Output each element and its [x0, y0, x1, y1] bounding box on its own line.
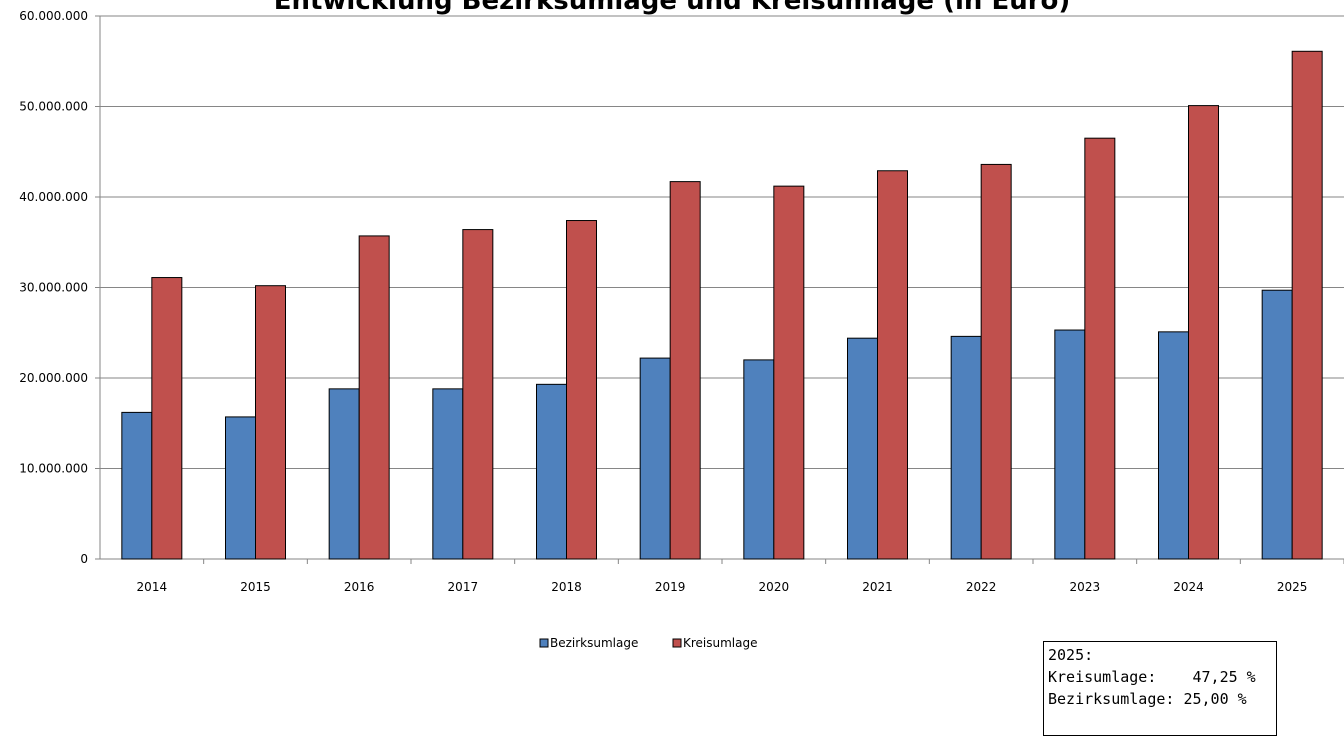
bar-bezirksumlage-2016: [328, 388, 360, 560]
bar-bezirksumlage-2017: [432, 388, 464, 560]
x-tick-label: 2023: [1070, 580, 1101, 594]
bar-bezirksumlage-2021: [847, 337, 878, 560]
info-value: 47,25 %: [1192, 668, 1256, 686]
bar-kreisumlage-2024: [1188, 105, 1219, 560]
y-tick-label: 50.000.000: [19, 100, 88, 114]
legend-swatch-bezirksumlage: [539, 638, 549, 648]
x-tick-label: 2021: [862, 580, 893, 594]
bar-bezirksumlage-2014: [121, 411, 153, 560]
y-tick-label: 30.000.000: [19, 281, 88, 295]
bar-bezirksumlage-2023: [1054, 329, 1086, 560]
bar-bezirksumlage-2015: [225, 416, 256, 560]
x-tick-label: 2018: [551, 580, 582, 594]
bar-kreisumlage-2021: [877, 170, 908, 560]
x-tick-label: 2020: [759, 580, 790, 594]
bar-bezirksumlage-2025: [1261, 289, 1293, 560]
x-tick-label: 2015: [240, 580, 271, 594]
legend-label-bezirksumlage: Bezirksumlage: [550, 636, 638, 650]
y-tick-label: 40.000.000: [19, 190, 88, 204]
info-value: 25,00 %: [1183, 690, 1247, 708]
bar-kreisumlage-2020: [773, 185, 805, 560]
y-tick-label: 10.000.000: [19, 462, 88, 476]
bar-bezirksumlage-2019: [639, 357, 671, 560]
x-tick-label: 2017: [448, 580, 479, 594]
bar-bezirksumlage-2020: [743, 359, 775, 560]
bar-kreisumlage-2022: [980, 163, 1012, 560]
info-row-kreisumlage: Kreisumlage: 47,25 %: [1048, 666, 1272, 688]
info-box: 2025: Kreisumlage: 47,25 % Bezirksumlage…: [1043, 641, 1277, 736]
chart-title: Entwicklung Bezirksumlage und Kreisumlag…: [273, 0, 1071, 16]
info-label: Bezirksumlage:: [1048, 690, 1175, 708]
y-tick-label: 60.000.000: [19, 9, 88, 23]
bar-kreisumlage-2025: [1291, 50, 1323, 560]
bar-kreisumlage-2015: [255, 285, 286, 560]
bar-kreisumlage-2018: [566, 220, 597, 560]
legend-label-kreisumlage: Kreisumlage: [683, 636, 758, 650]
legend-swatch-kreisumlage: [672, 638, 682, 648]
info-heading: 2025:: [1048, 646, 1094, 664]
bar-kreisumlage-2023: [1084, 137, 1116, 560]
x-tick-label: 2014: [137, 580, 168, 594]
bar-kreisumlage-2016: [358, 235, 390, 560]
y-tick-label: 0: [80, 552, 88, 566]
x-tick-label: 2025: [1277, 580, 1308, 594]
bar-kreisumlage-2014: [151, 277, 183, 560]
x-tick-label: 2024: [1173, 580, 1204, 594]
x-tick-label: 2016: [344, 580, 375, 594]
y-tick-label: 20.000.000: [19, 371, 88, 385]
x-tick-label: 2022: [966, 580, 997, 594]
bar-bezirksumlage-2018: [536, 383, 567, 560]
info-label: Kreisumlage:: [1048, 668, 1157, 686]
x-tick-label: 2019: [655, 580, 686, 594]
bar-bezirksumlage-2022: [950, 335, 982, 560]
info-row-bezirksumlage: Bezirksumlage: 25,00 %: [1048, 688, 1272, 710]
bar-bezirksumlage-2024: [1158, 331, 1189, 560]
bar-kreisumlage-2019: [669, 181, 701, 560]
bar-kreisumlage-2017: [462, 229, 494, 560]
